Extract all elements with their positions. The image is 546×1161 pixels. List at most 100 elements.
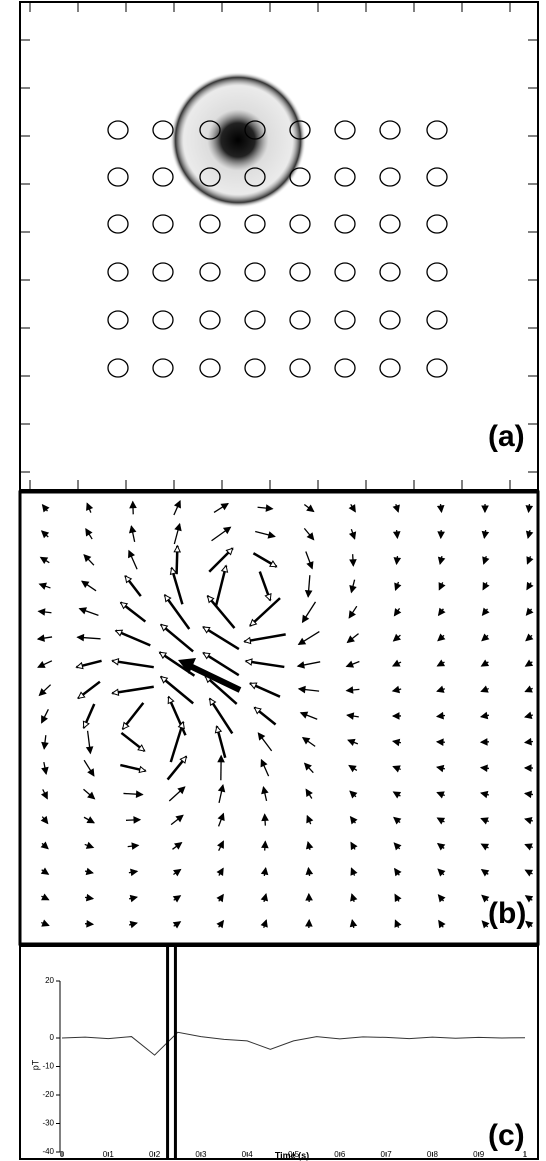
x-axis-label: Time (s) [275,1150,309,1160]
sensor [152,310,174,330]
arrow-head [129,500,137,509]
arrow-head [437,607,446,617]
panel-frame [19,945,539,1160]
arrow-head [128,525,137,534]
arrow-head [260,893,269,902]
y-tick-label: 0 [50,1033,55,1042]
arrow-head [261,840,269,849]
sensor [152,214,174,234]
arrow-head [305,918,313,927]
dipole-head [178,658,196,674]
arrow-head [216,867,224,876]
arrow-head [393,608,402,617]
arrow-head [222,526,232,535]
arrow-head [111,688,120,696]
arrow-head [114,629,124,637]
arrow-head [78,607,87,615]
arrow-head [225,547,234,556]
arrow-head [391,712,400,720]
arrow-head [481,607,490,616]
sensor [107,167,129,187]
arrow-head [85,893,95,902]
sensor [379,358,401,378]
sensor [199,310,221,330]
arrow-head [76,633,85,642]
arrow-head [41,715,48,724]
arrow-head [87,768,95,777]
arrow-head [306,532,315,541]
x-tick-label: 0 [60,1150,65,1159]
arrow-head [437,633,446,642]
arrow-head [296,661,305,669]
sensor [334,214,356,234]
arrow-head [128,549,136,559]
y-tick-label: -40 [42,1147,54,1156]
arrow-head [86,816,95,824]
arrow-head [392,791,402,799]
arrow-head [75,661,84,670]
arrow-head [346,712,355,720]
arrow-head [480,685,489,693]
arrow-head [41,741,49,750]
arrow-head [85,867,94,876]
arrow-head [480,869,490,877]
sensor [426,214,448,234]
field-arrow [214,565,228,607]
arrow-head [526,556,534,565]
sensor [107,214,129,234]
panel-label: (b) [488,897,526,930]
arrow-head [264,593,272,602]
arrow-head [297,685,306,694]
arrow-head [41,893,50,901]
arrow-head [173,868,182,877]
arrow-head [304,590,313,598]
sensor [199,214,221,234]
arrow-head [481,920,490,929]
arrow-head [36,634,45,642]
arrow-head [38,582,47,590]
sensor [289,167,311,187]
arrow-head [129,920,138,929]
arrow-head [437,868,446,877]
arrow-head [85,746,94,755]
arrow-head [124,575,133,584]
arrow-head [480,790,489,799]
arrow-head [523,737,532,746]
arrow-head [77,691,86,699]
arrow-head [481,633,490,642]
arrow-head [347,738,356,747]
arrow-head [265,504,274,512]
arrow-head [305,788,313,798]
arrow-head [138,765,147,774]
arrow-head [392,659,401,667]
arrow-head [217,840,224,849]
arrow-head [167,695,175,705]
x-tick-label: 1 [523,1150,528,1159]
arrow-head [525,505,534,514]
sensor [199,167,221,187]
arrow-head [86,502,94,511]
arrow-head [481,530,490,540]
arrow-head [350,893,358,902]
arrow-head [177,786,186,795]
arrow-head [216,893,224,903]
arrow-head [267,531,276,539]
sensor [334,262,356,282]
arrow-head [524,895,534,903]
arrow-head [269,560,278,568]
arrow-head [305,892,313,901]
arrow-head [159,675,169,684]
arrow-head [301,614,310,624]
arrow-head [346,635,355,644]
field-arrow [244,633,286,643]
arrow-head [348,504,356,513]
sensor [199,120,221,140]
arrow-head [179,755,188,764]
arrow-head [306,814,314,824]
arrow-head [349,585,357,594]
sensor [334,167,356,187]
arrow-head [524,659,534,667]
arrow-head [209,697,217,707]
arrow-head [41,919,50,927]
